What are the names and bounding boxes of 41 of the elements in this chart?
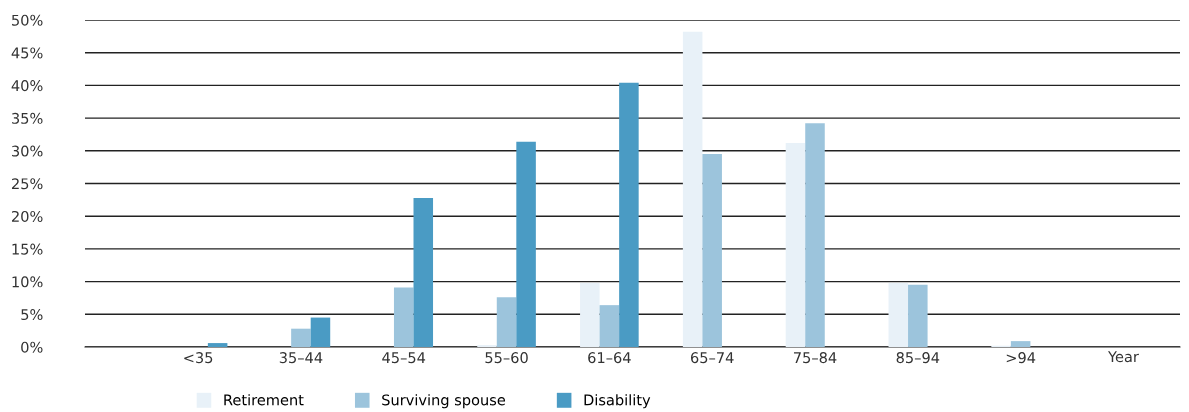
y-tick-label: 20% [11,210,43,222]
bar [888,282,909,347]
y-tick-label: 45% [11,47,43,59]
bar [393,287,414,347]
bar [1010,341,1031,347]
bar [785,142,806,347]
x-tick-label: 35–44 [279,352,323,364]
y-tick-label: 10% [12,276,43,288]
y-tick-label: 0% [21,341,43,353]
x-axis-title: Year [1107,351,1139,363]
x-tick-label: 55–60 [485,352,528,364]
x-tick-label: 85–94 [896,352,940,364]
bar [908,284,928,347]
legend-label: Disability [584,394,651,409]
legend-label: Retirement [224,394,304,406]
bar [310,317,331,347]
x-tick-label: >94 [1006,352,1036,364]
bar [805,123,825,347]
bar [580,282,600,347]
legend-label: Surviving spouse [382,394,506,409]
y-tick-label: 40% [11,80,43,92]
bar [291,328,311,347]
bar [702,154,722,347]
y-tick-label: 5% [21,309,43,321]
y-tick-label: 35% [12,112,43,124]
y-tick-label: 30% [12,145,43,157]
x-tick-label: 61–64 [588,352,631,364]
bar [619,82,639,347]
bar [682,31,703,347]
y-tick-label: 15% [12,243,43,255]
x-tick-label: 65–74 [691,352,734,364]
bar [599,305,620,347]
x-tick-label: <35 [184,352,213,364]
x-tick-label: 45–54 [382,352,426,364]
bar [516,141,536,347]
bar [207,343,228,347]
bar [496,297,517,347]
y-tick-label: 25% [11,178,43,190]
bar [413,197,434,347]
y-tick-label: 50% [12,14,43,26]
x-tick-label: 75–84 [793,352,837,364]
